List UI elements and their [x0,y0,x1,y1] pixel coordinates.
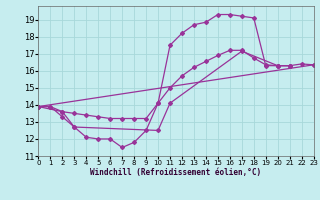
X-axis label: Windchill (Refroidissement éolien,°C): Windchill (Refroidissement éolien,°C) [91,168,261,177]
